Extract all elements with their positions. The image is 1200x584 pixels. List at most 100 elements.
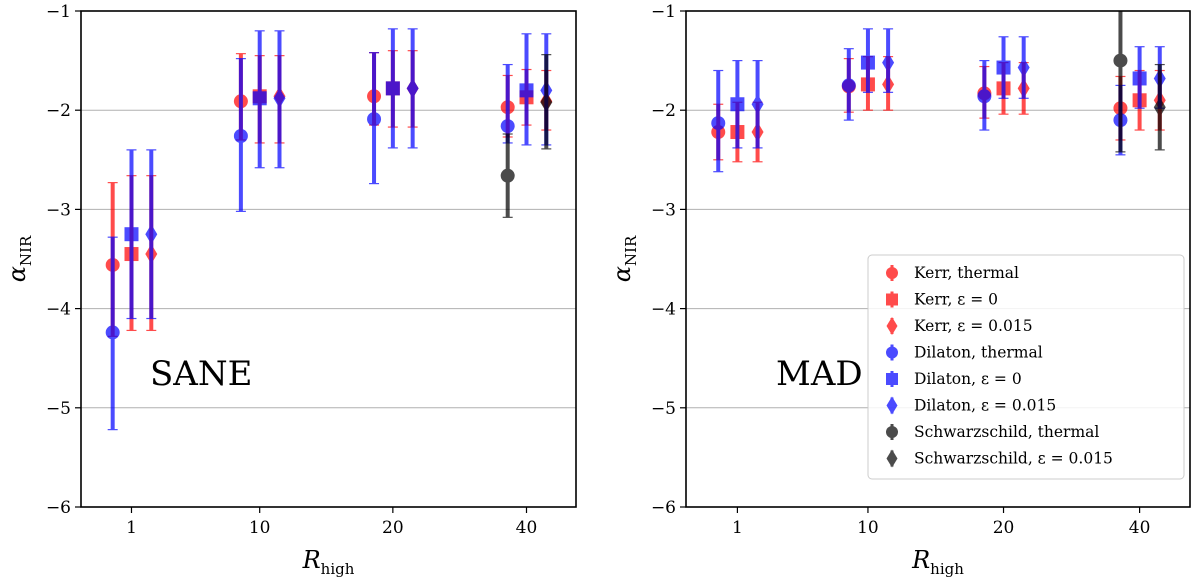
plot-area [81,11,576,507]
y-tick-label: −6 [651,498,676,518]
y-tick-label: −3 [46,200,71,220]
data-point [977,89,992,104]
series-5 [751,28,1166,149]
data-point [1017,57,1030,78]
series-6 [1113,11,1128,153]
data-point [996,60,1011,75]
data-point [233,128,248,143]
y-tick-label: −1 [46,2,71,22]
data-point [751,94,764,115]
legend-marker [886,344,898,361]
legend-point [886,293,898,306]
series-7 [1153,63,1166,151]
legend-marker [886,265,898,281]
y-tick-label: −4 [651,300,676,320]
data-point [711,116,726,131]
data-point [500,168,515,183]
legend-entry-label: Dilaton, ε = 0.015 [914,397,1056,415]
data-point [841,78,856,93]
data-point [273,88,286,109]
data-point [519,83,534,98]
y-tick-label: −5 [46,399,71,419]
legend-box [867,254,1185,480]
legend-marker [886,291,898,308]
data-point [145,224,158,245]
legend-marker [886,396,898,415]
legend: Kerr, thermal Kerr, ε = 0 Kerr, ε = 0.015 D… [867,254,1185,480]
series-3 [105,52,515,431]
data-point [1153,97,1166,118]
x-tick-label: 20 [382,518,404,538]
data-point [1113,53,1128,68]
data-point [105,325,120,340]
legend-point [886,373,898,385]
data-point [860,55,875,70]
y-axis-label: αNIR [3,235,35,282]
data-point [385,81,400,96]
legend-point [886,317,898,335]
series-4 [730,28,1147,149]
x-tick-label: 1 [126,518,137,538]
x-axis-label-main: R [302,546,321,574]
data-point [540,92,553,113]
axes-frame [685,10,1191,508]
panel-annotation: SANE [150,354,252,394]
series-7 [540,54,553,150]
y-axis-label-sub: NIR [17,235,35,266]
x-tick-label: 1 [732,518,743,538]
y-axis-label-main: α [608,266,636,282]
x-axis-label-sub: high [930,560,964,578]
legend-entry-label: Dilaton, ε = 0 [914,370,1022,388]
axes-frame [80,10,577,508]
legend-marker [886,371,898,387]
y-tick-label: −1 [651,2,676,22]
legend-point [886,449,898,468]
legend-marker [886,317,898,335]
data-point [406,78,419,99]
x-tick-label: 10 [249,518,271,538]
x-axis-label: Rhigh [302,546,355,578]
sane-panel: −6 −5 −4 −3 −2 −1 1 10 20 40 Rhigh αNIR SANE [3,2,577,578]
y-tick-label: −5 [651,399,676,419]
panel-annotation: MAD [776,354,863,394]
legend-point [886,426,898,438]
x-axis-label-sub: high [321,560,355,578]
y-tick-label: −6 [46,498,71,518]
data-point [252,91,267,106]
legend-point [886,346,898,359]
y-tick-label: −2 [651,101,676,121]
data-point [124,227,139,242]
legend-entry-label: Kerr, ε = 0.015 [914,317,1033,335]
data-layer [711,11,1166,173]
y-axis-label-main: α [3,266,31,282]
y-tick-label: −2 [46,101,71,121]
y-tick-label: −4 [46,300,71,320]
data-point [500,119,515,134]
legend-entry-label: Kerr, ε = 0 [914,291,998,309]
y-axis-label-sub: NIR [622,235,640,266]
x-tick-label: 10 [857,518,879,538]
legend-entry-label: Schwarzschild, ε = 0.015 [914,450,1113,468]
legend-point [886,267,898,279]
data-layer [105,28,553,431]
y-axis-label: αNIR [608,235,640,282]
x-tick-label: 40 [1129,518,1151,538]
x-axis-label: Rhigh [911,546,964,578]
x-axis-label-main: R [911,546,930,574]
legend-point [886,396,898,415]
y-tick-label: −3 [651,200,676,220]
data-point [882,52,895,73]
x-tick-label: 40 [516,518,538,538]
legend-entry-label: Schwarzschild, thermal [914,423,1099,441]
legend-entry-label: Kerr, thermal [914,264,1019,282]
x-tick-label: 20 [993,518,1015,538]
series-6 [500,133,515,218]
legend-entry-label: Dilaton, thermal [914,344,1043,362]
data-point [1132,71,1147,86]
series-4 [124,28,534,320]
data-point [730,97,745,112]
data-point [367,112,382,127]
legend-marker [886,424,898,440]
